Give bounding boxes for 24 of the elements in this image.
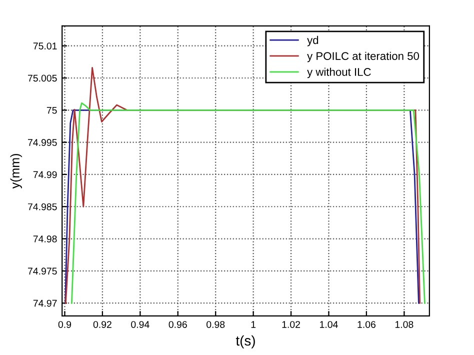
y-tick-label: 74.98	[33, 236, 57, 242]
x-tick-label: 1.06	[358, 321, 376, 328]
y-tick-label: 74.985	[28, 203, 57, 210]
x-tick-label: 1.02	[282, 321, 300, 328]
x-tick-label: 0.9	[58, 321, 72, 328]
x-tick-label: 1	[251, 321, 256, 328]
y-tick-label: 74.99	[33, 171, 57, 178]
y-tick-label: 74.975	[28, 268, 57, 275]
y-axis-title: y(mm)	[10, 154, 22, 189]
y-tick-label: 75.01	[33, 42, 57, 50]
x-tick-label: 1.08	[395, 321, 414, 328]
x-tick-label: 0.96	[168, 321, 187, 328]
y-tick-label: 74.995	[28, 139, 57, 146]
x-tick-label: 0.94	[131, 321, 150, 328]
legend-label: y without ILC	[307, 68, 371, 78]
x-tick-label: 0.98	[206, 321, 225, 328]
x-axis-title: t(s)	[236, 335, 255, 348]
y-tick-label: 74.97	[33, 300, 57, 307]
y-tick-label: 75.005	[28, 74, 57, 82]
y-tick-label: 75	[46, 106, 57, 114]
x-tick-label: 0.92	[93, 321, 112, 328]
x-tick-label: 1.04	[320, 321, 338, 328]
legend-label: yd	[307, 36, 318, 46]
legend-label: y POILC at iteration 50	[307, 52, 420, 62]
